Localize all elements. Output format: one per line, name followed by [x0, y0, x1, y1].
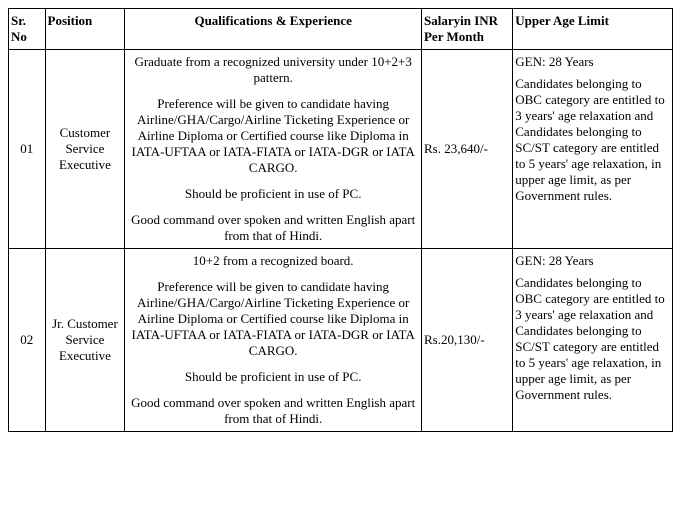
cell-sr: 01 [9, 50, 46, 249]
cell-qualifications: 10+2 from a recognized board. Preference… [125, 249, 422, 432]
qual-line: 10+2 from a recognized board. [127, 253, 419, 269]
header-age: Upper Age Limit [513, 9, 673, 50]
job-table: Sr. No Position Qualifications & Experie… [8, 8, 673, 432]
cell-qualifications: Graduate from a recognized university un… [125, 50, 422, 249]
qual-line: Good command over spoken and written Eng… [127, 212, 419, 244]
table-header-row: Sr. No Position Qualifications & Experie… [9, 9, 673, 50]
cell-sr: 02 [9, 249, 46, 432]
header-qualifications: Qualifications & Experience [125, 9, 422, 50]
age-line: Candidates belonging to OBC category are… [515, 76, 670, 204]
age-line: GEN: 28 Years [515, 54, 670, 70]
qual-line: Should be proficient in use of PC. [127, 369, 419, 385]
header-sr: Sr. No [9, 9, 46, 50]
header-salary: Salaryin INR Per Month [421, 9, 512, 50]
age-line: Candidates belonging to OBC category are… [515, 275, 670, 403]
table-row: 01 Customer Service Executive Graduate f… [9, 50, 673, 249]
cell-salary: Rs. 23,640/- [421, 50, 512, 249]
age-line: GEN: 28 Years [515, 253, 670, 269]
qual-line: Preference will be given to candidate ha… [127, 279, 419, 359]
header-position: Position [45, 9, 125, 50]
qual-line: Graduate from a recognized university un… [127, 54, 419, 86]
cell-position: Jr. Customer Service Executive [45, 249, 125, 432]
cell-salary: Rs.20,130/- [421, 249, 512, 432]
cell-position: Customer Service Executive [45, 50, 125, 249]
table-row: 02 Jr. Customer Service Executive 10+2 f… [9, 249, 673, 432]
qual-line: Preference will be given to candidate ha… [127, 96, 419, 176]
qual-line: Should be proficient in use of PC. [127, 186, 419, 202]
qual-line: Good command over spoken and written Eng… [127, 395, 419, 427]
cell-age: GEN: 28 Years Candidates belonging to OB… [513, 50, 673, 249]
cell-age: GEN: 28 Years Candidates belonging to OB… [513, 249, 673, 432]
